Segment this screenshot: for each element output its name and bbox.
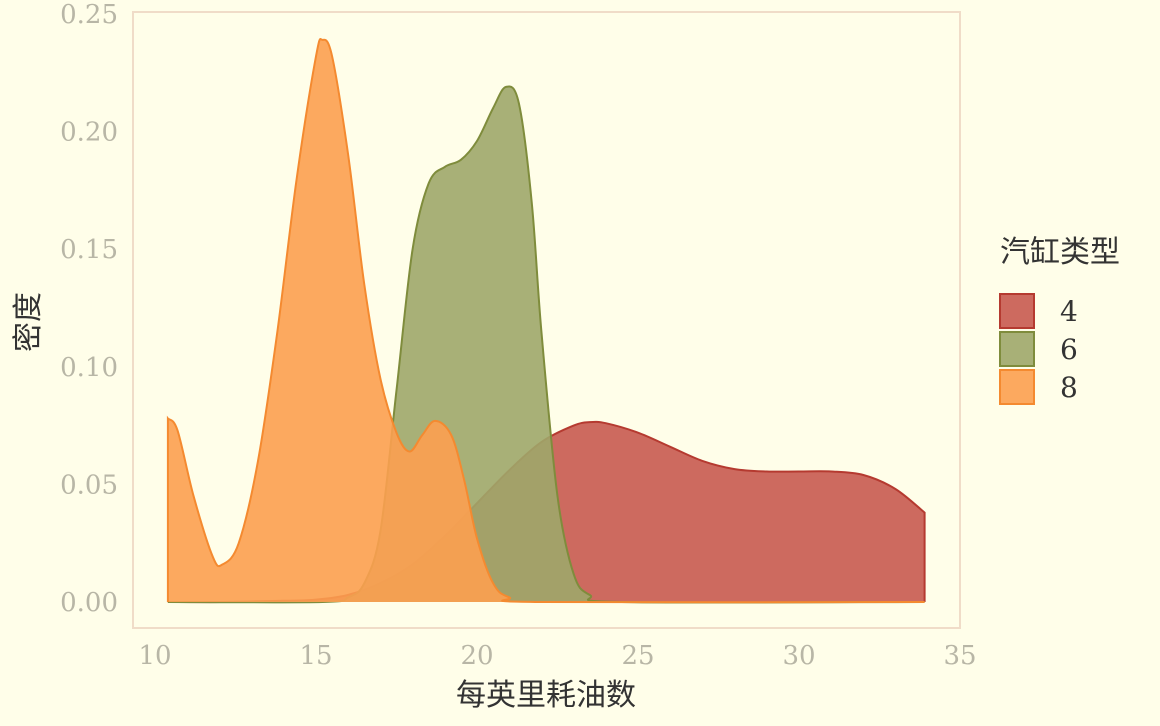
x-tick-label: 25: [621, 641, 654, 671]
legend-swatch-8: [999, 369, 1035, 405]
x-tick-label: 35: [943, 641, 976, 671]
x-tick-label: 20: [460, 641, 493, 671]
density-area-6: [167, 86, 925, 603]
y-tick-label: 0.25: [60, 0, 118, 30]
y-tick-label: 0.15: [60, 235, 118, 265]
legend-label-8: 8: [1060, 371, 1078, 404]
density-areas: [166, 37, 926, 604]
legend-items: 4 6 8: [999, 293, 1078, 405]
x-axis-title: 每英里耗油数: [456, 678, 636, 713]
legend: 汽缸类型 4 6 8: [999, 235, 1120, 405]
legend-title: 汽缸类型: [1000, 235, 1120, 270]
x-tick-label: 10: [138, 641, 171, 671]
legend-label-6: 6: [1060, 333, 1078, 366]
y-axis-title: 密度: [11, 292, 46, 352]
y-tick-label: 0.05: [60, 470, 118, 500]
density-line-8: [166, 37, 925, 604]
legend-label-4: 4: [1060, 295, 1078, 328]
y-axis-ticks: 0.00 0.05 0.10 0.15 0.20 0.25: [60, 0, 118, 618]
x-tick-label: 15: [299, 641, 332, 671]
x-tick-label: 30: [782, 641, 815, 671]
legend-swatch-4: [999, 293, 1035, 329]
y-tick-label: 0.00: [60, 588, 118, 618]
y-tick-label: 0.20: [60, 118, 118, 148]
x-axis-ticks: 10 15 20 25 30 35: [138, 641, 976, 671]
y-tick-label: 0.10: [60, 353, 118, 383]
legend-swatch-6: [999, 331, 1035, 367]
density-area-8: [167, 38, 925, 603]
plot-panel-border: [132, 11, 961, 629]
